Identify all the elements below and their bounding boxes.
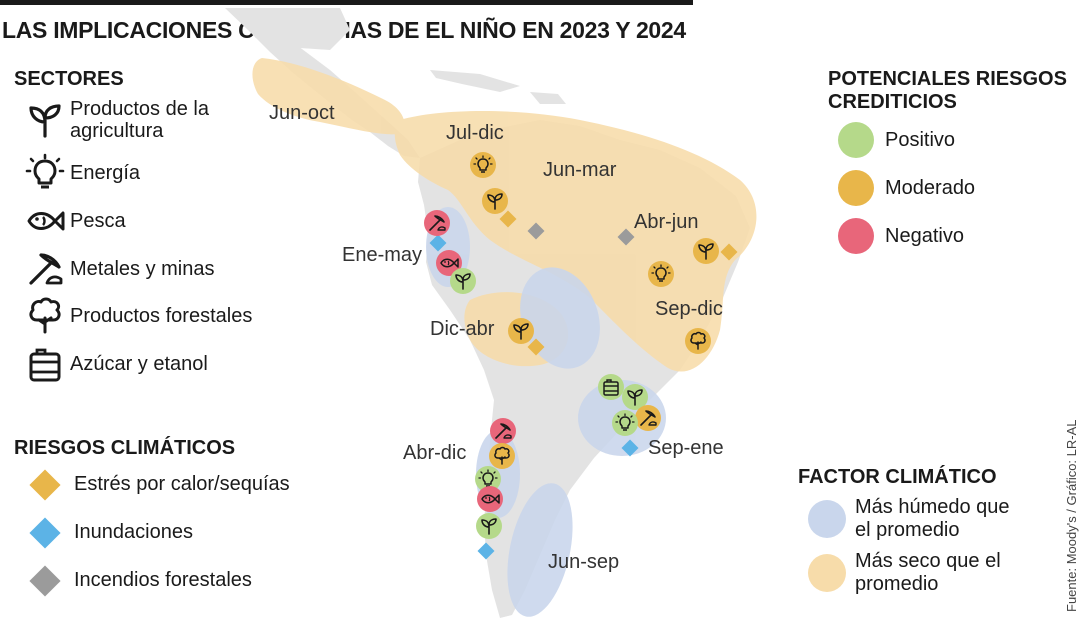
- source-credit: Fuente: Moody's / Gráfico: LR-AL: [1064, 419, 1079, 612]
- hispaniola-land: [530, 92, 566, 104]
- sectors-heading: SECTORES: [14, 68, 124, 90]
- top-rule: [0, 0, 693, 5]
- fire-marker: [527, 222, 545, 240]
- plant-icon: [24, 99, 66, 141]
- credit-risks-heading: POTENCIALES RIESGOS CREDITICIOS: [828, 68, 1067, 114]
- map-sector-icons: [424, 152, 719, 539]
- cuba-land: [430, 70, 520, 92]
- credit-risks-heading-line2: CREDITICIOS: [828, 91, 957, 113]
- fire-marker: [617, 228, 635, 246]
- legend-label: Energía: [70, 161, 141, 184]
- negative-dot-icon: [838, 218, 874, 254]
- pickaxe-icon: [490, 418, 516, 444]
- fish-icon: [24, 200, 66, 242]
- heat-marker: [527, 338, 545, 356]
- legend-item-fire: Incendios forestales: [24, 564, 252, 597]
- legend-label: Estrés por calor/sequías: [74, 473, 290, 495]
- legend-label: Más húmedo que el promedio: [855, 496, 1010, 542]
- pickaxe-icon: [24, 248, 66, 290]
- flood-marker: [477, 542, 495, 560]
- region-label-jul-dic: Jul-dic: [446, 122, 504, 144]
- heat-marker: [720, 243, 738, 261]
- legend-item-drier: Más seco que el promedio: [808, 550, 1001, 596]
- legend-item-moderate: Moderado: [838, 170, 975, 206]
- legend-item-agriculture: Productos de la agricultura: [24, 98, 230, 142]
- legend-item-heat: Estrés por calor/sequías: [24, 468, 290, 501]
- mexico-land: [225, 8, 350, 50]
- legend-label: Pesca: [70, 209, 126, 232]
- moderate-dot-icon: [838, 170, 874, 206]
- region-label-sep-dic: Sep-dic: [655, 298, 723, 320]
- fire-diamond-icon: [29, 564, 61, 597]
- zone-jun-sep: [507, 483, 573, 617]
- tree-icon: [489, 443, 515, 469]
- pickaxe-icon: [424, 210, 450, 236]
- lightbulb-icon: [470, 152, 496, 178]
- legend-label: Inundaciones: [74, 521, 193, 543]
- legend-label-line2: el promedio: [855, 519, 960, 541]
- region-label-abr-jun: Abr-jun: [634, 211, 699, 233]
- legend-label-line2: promedio: [855, 573, 939, 595]
- legend-item-forestry: Productos forestales: [24, 295, 252, 337]
- flood-diamond-icon: [29, 516, 61, 549]
- legend-label: Metales y minas: [70, 257, 215, 280]
- legend-item-fishing: Pesca: [24, 200, 126, 242]
- lightbulb-icon: [612, 410, 638, 436]
- region-label-dic-abr: Dic-abr: [430, 318, 495, 340]
- legend-label: Productos forestales: [70, 304, 253, 327]
- plant-icon: [693, 238, 719, 264]
- lightbulb-icon: [475, 466, 501, 492]
- heat-diamond-icon: [29, 468, 61, 501]
- drier-dot-icon: [808, 554, 846, 592]
- fish-icon: [477, 486, 503, 512]
- legend-label-line1: Más húmedo que: [855, 496, 1010, 518]
- lightbulb-icon: [24, 152, 66, 194]
- plant-icon: [622, 384, 648, 410]
- wetter-dot-icon: [808, 500, 846, 538]
- climate-factor-heading: FACTOR CLIMÁTICO: [798, 466, 997, 488]
- legend-label: Negativo: [885, 224, 964, 247]
- legend-label-line1: Más seco que el: [855, 550, 1001, 572]
- region-label-jun-sep: Jun-sep: [548, 551, 620, 573]
- legend-item-flood: Inundaciones: [24, 516, 193, 549]
- region-label-sep-ene: Sep-ene: [648, 437, 724, 459]
- legend-label: Azúcar y etanol: [70, 352, 208, 375]
- pickaxe-icon: [635, 405, 661, 431]
- legend-item-positive: Positivo: [838, 122, 955, 158]
- legend-label: Productos de la agricultura: [70, 98, 209, 142]
- zone-jun-oct: [252, 58, 405, 135]
- legend-label: Más seco que el promedio: [855, 550, 1001, 596]
- flood-marker: [621, 439, 639, 457]
- positive-dot-icon: [838, 122, 874, 158]
- plant-icon: [450, 268, 476, 294]
- region-label-ene-may: Ene-may: [342, 244, 423, 266]
- legend-item-wetter: Más húmedo que el promedio: [808, 496, 1010, 542]
- legend-label: Positivo: [885, 128, 956, 151]
- tree-icon: [24, 295, 66, 337]
- region-label-jun-oct: Jun-oct: [269, 102, 335, 124]
- lightbulb-icon: [648, 261, 674, 287]
- plant-icon: [508, 318, 534, 344]
- legend-item-negative: Negativo: [838, 218, 964, 254]
- region-label-jun-mar: Jun-mar: [543, 159, 617, 181]
- fish-icon: [436, 250, 462, 276]
- legend-item-energy: Energía: [24, 152, 140, 194]
- jerrycan-icon: [598, 374, 624, 400]
- legend-item-sugar-ethanol: Azúcar y etanol: [24, 343, 208, 385]
- legend-label: Moderado: [885, 176, 976, 199]
- plant-icon: [476, 513, 502, 539]
- jerrycan-icon: [24, 343, 66, 385]
- region-label-abr-dic: Abr-dic: [403, 442, 467, 464]
- climate-risks-heading: RIESGOS CLIMÁTICOS: [14, 437, 236, 459]
- credit-risks-heading-line1: POTENCIALES RIESGOS: [828, 68, 1067, 90]
- plant-icon: [482, 188, 508, 214]
- tree-icon: [685, 328, 711, 354]
- legend-label: Incendios forestales: [74, 569, 252, 591]
- legend-item-mining: Metales y minas: [24, 248, 215, 290]
